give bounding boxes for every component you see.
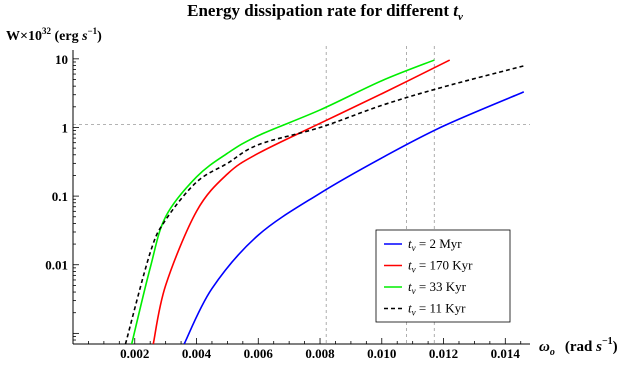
y-axis-label: W×1032 (erg s−1)	[6, 26, 102, 44]
series-line-0	[183, 91, 525, 344]
title-main: Energy dissipation rate for different	[187, 1, 453, 20]
series-line-3	[124, 65, 525, 344]
plot-area: 0.002 0.004 0.006 0.008 0.010 0.012 0.014 10 1 0.…	[45, 46, 530, 361]
series-line-1	[152, 59, 451, 344]
x-tick-label-0: 0.002	[120, 346, 149, 361]
legend-var: t	[408, 279, 412, 294]
ylabel-pre: W×10	[6, 29, 42, 44]
x-tick-label-3: 0.008	[305, 346, 335, 361]
y-tick-label-0: 10	[55, 52, 68, 67]
legend-var: t	[408, 258, 412, 273]
xlabel-post: )	[613, 339, 618, 355]
xlabel-unit-exp: −1	[602, 336, 613, 347]
ylabel-exp: 32	[42, 26, 52, 36]
x-tick-label-4: 0.010	[367, 346, 396, 361]
xlabel-unit: s	[595, 339, 602, 355]
x-tick-label-2: 0.006	[244, 346, 274, 361]
x-tick-label-1: 0.004	[182, 346, 212, 361]
chart-title: Energy dissipation rate for different tv	[187, 1, 463, 23]
legend-var: t	[408, 301, 412, 316]
legend-box	[375, 229, 511, 323]
legend-value: = 2 Myr	[416, 236, 463, 251]
y-tick-label-3: 0.01	[45, 258, 68, 273]
title-sub: v	[458, 11, 463, 23]
legend-var: t	[408, 236, 412, 251]
legend-label-3: tv = 11 Kyr	[408, 301, 466, 318]
ylabel-mid: (erg	[51, 29, 82, 44]
xlabel-sym: ω	[539, 339, 550, 355]
legend-sub: v	[412, 286, 416, 296]
legend-label-1: tv = 170 Kyr	[408, 258, 473, 275]
series-line-2	[130, 59, 435, 344]
legend-sub: v	[412, 308, 416, 318]
ylabel-unit-exp: −1	[88, 26, 98, 36]
legend-sub: v	[412, 243, 416, 253]
y-tick-label-2: 0.1	[52, 189, 68, 204]
x-tick-label-5: 0.012	[429, 346, 458, 361]
title-var: t	[453, 1, 459, 20]
legend-value: = 33 Kyr	[416, 279, 467, 294]
x-tick-label-6: 0.014	[491, 346, 521, 361]
legend-value: = 11 Kyr	[416, 301, 466, 316]
x-axis-label: ωo (rad s−1)	[539, 336, 618, 358]
ylabel-post: )	[97, 29, 102, 44]
ylabel-unit: s	[81, 29, 88, 44]
legend-value: = 170 Kyr	[416, 258, 473, 273]
legend-label-2: tv = 33 Kyr	[408, 279, 467, 296]
xlabel-sym-sub: o	[550, 347, 555, 358]
y-tick-label-1: 1	[62, 120, 69, 135]
legend-label-0: tv = 2 Myr	[408, 236, 462, 253]
legend-sub: v	[412, 265, 416, 275]
xlabel-pre: (rad	[565, 339, 596, 355]
